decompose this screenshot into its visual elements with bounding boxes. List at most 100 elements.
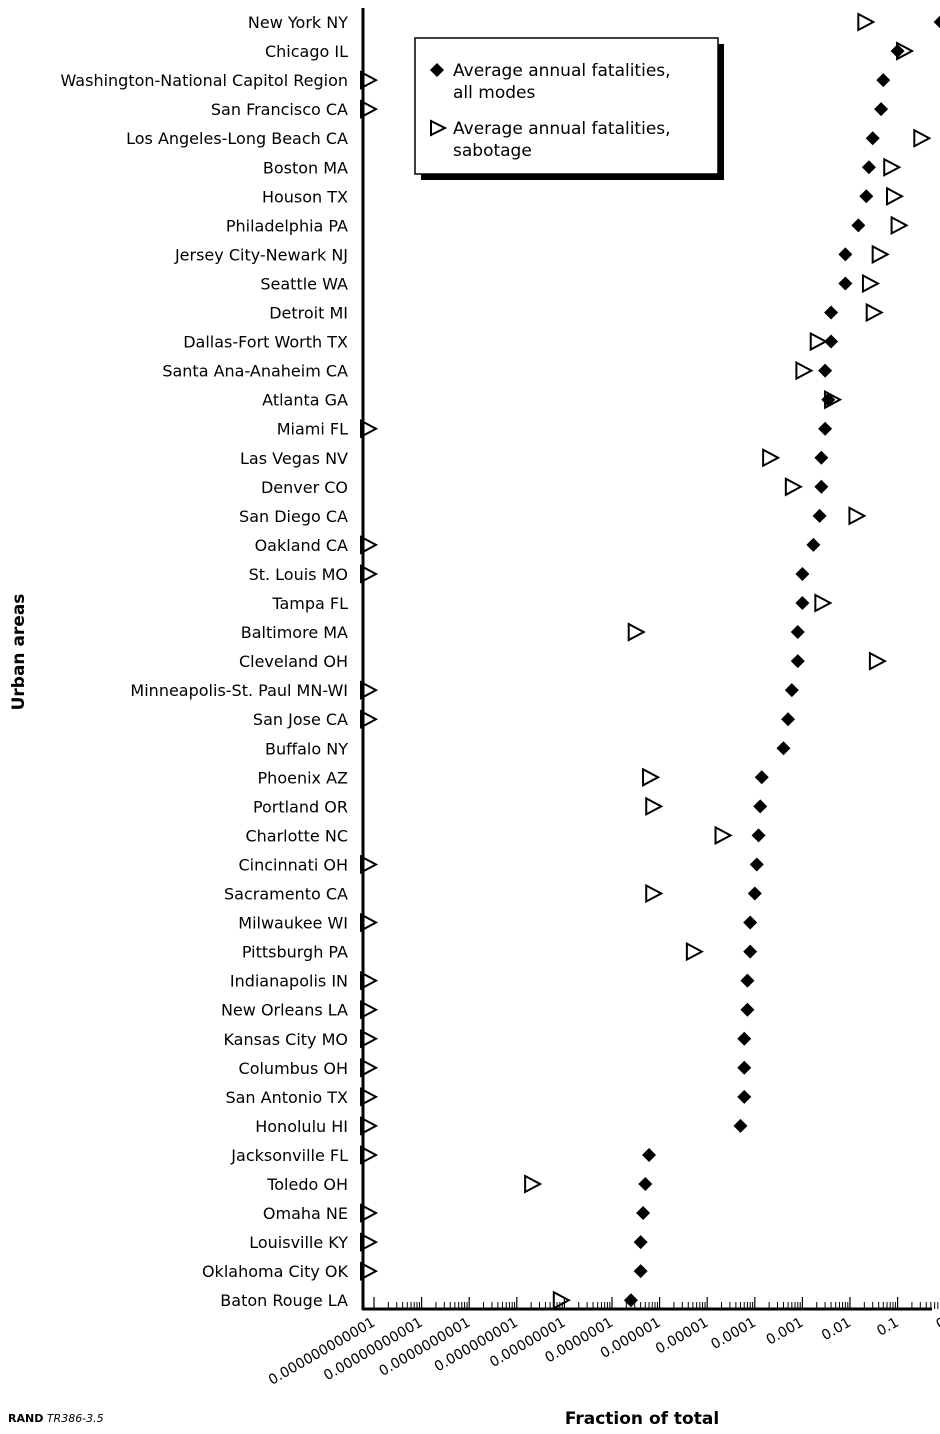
- triangle-marker: [360, 564, 379, 584]
- category-label: Jersey City-Newark NJ: [174, 245, 348, 264]
- x-tick-label: 0.00001: [653, 1315, 711, 1358]
- category-label: Houson TX: [262, 187, 348, 206]
- category-label: Sacramento CA: [224, 885, 348, 904]
- triangle-marker: [360, 535, 379, 555]
- triangle-marker: [360, 1029, 379, 1049]
- diamond-marker: [812, 508, 827, 523]
- category-label: Miami FL: [277, 420, 348, 439]
- category-label: Honolulu HI: [255, 1117, 348, 1136]
- triangle-marker: [360, 709, 379, 729]
- category-label: Cleveland OH: [239, 652, 348, 671]
- diamond-marker: [743, 915, 758, 930]
- diamond-marker: [733, 1118, 748, 1133]
- triangle-marker: [360, 1087, 379, 1107]
- triangle-marker: [784, 477, 803, 497]
- diamond-marker: [754, 770, 769, 785]
- category-label: Minneapolis-St. Paul MN-WI: [130, 681, 348, 700]
- triangle-marker: [885, 186, 905, 206]
- triangle-marker: [524, 1174, 543, 1194]
- triangle-marker: [360, 1145, 379, 1165]
- triangle-marker: [360, 970, 379, 991]
- category-label: Seattle WA: [260, 274, 348, 293]
- triangle-marker: [685, 941, 704, 962]
- triangle-marker: [645, 883, 664, 904]
- category-label: Buffalo NY: [265, 739, 348, 758]
- y-axis-title: Urban areas: [9, 594, 29, 711]
- plot-frame: [361, 8, 932, 1311]
- category-label: Pittsburgh PA: [242, 943, 348, 962]
- diamond-marker: [623, 1293, 638, 1308]
- category-label: Kansas City MO: [223, 1030, 348, 1049]
- triangle-marker: [857, 12, 876, 32]
- triangle-marker: [762, 448, 781, 468]
- data-markers: [360, 12, 940, 1310]
- category-label: Philadelphia PA: [226, 216, 348, 235]
- category-label: Los Angeles-Long Beach CA: [126, 129, 348, 148]
- category-label: Omaha NE: [263, 1204, 348, 1223]
- diamond-marker: [861, 160, 876, 175]
- diamond-marker: [865, 131, 880, 146]
- category-label: Baltimore MA: [241, 623, 348, 642]
- category-label: Louisville KY: [249, 1233, 348, 1252]
- triangle-marker: [861, 273, 881, 294]
- diamond-marker: [814, 479, 829, 494]
- triangle-marker: [814, 593, 833, 613]
- legend: Average annual fatalities, all modes Aver…: [414, 37, 724, 180]
- diamond-marker: [776, 741, 791, 756]
- triangle-marker: [360, 1116, 379, 1136]
- category-label: Phoenix AZ: [258, 768, 349, 787]
- diamond-marker: [851, 218, 866, 233]
- triangle-marker: [552, 1290, 571, 1310]
- x-tick-label: 0.0001: [708, 1315, 758, 1353]
- legend-series-2-label: Average annual fatalities, sabotage: [453, 119, 671, 161]
- x-tick-label: 0.1: [874, 1315, 901, 1340]
- category-label: San Francisco CA: [211, 100, 348, 119]
- category-label: San Jose CA: [253, 710, 348, 729]
- category-label: St. Louis MO: [249, 565, 348, 584]
- diamond-marker: [824, 305, 839, 320]
- triangle-marker: [360, 99, 379, 119]
- diamond-marker: [749, 857, 764, 872]
- diamond-marker: [642, 1147, 657, 1162]
- diamond-marker: [795, 596, 810, 610]
- diamond-marker: [633, 1235, 648, 1250]
- category-label: Las Vegas NV: [240, 449, 348, 468]
- category-label: Portland OR: [253, 797, 348, 816]
- category-label: Baton Rouge LA: [220, 1291, 348, 1310]
- triangle-marker: [360, 419, 379, 439]
- diamond-marker: [790, 654, 805, 669]
- category-label: Boston MA: [263, 158, 348, 177]
- category-label: Columbus OH: [239, 1059, 348, 1078]
- triangle-marker: [890, 215, 909, 236]
- triangle-marker: [848, 506, 867, 526]
- legend-triangle-marker: [430, 119, 448, 137]
- triangle-marker: [360, 1261, 379, 1281]
- legend-diamond-marker: [430, 63, 444, 77]
- x-axis-title: Fraction of total: [565, 1409, 719, 1429]
- diamond-marker: [818, 421, 833, 436]
- diamond-marker: [933, 15, 940, 29]
- triangle-marker: [868, 651, 888, 671]
- triangle-marker: [360, 680, 379, 700]
- diamond-marker: [737, 1060, 752, 1075]
- triangle-marker: [714, 825, 733, 846]
- diamond-marker: [740, 1002, 755, 1017]
- diamond-marker: [740, 973, 755, 988]
- diamond-marker: [814, 450, 829, 465]
- figure-credit: RAND TR386-3.5: [8, 1412, 104, 1425]
- category-label: Jacksonville FL: [230, 1146, 348, 1165]
- diamond-marker: [838, 247, 853, 262]
- diamond-marker: [743, 944, 758, 959]
- category-label: Toledo OH: [266, 1175, 348, 1194]
- diamond-marker: [747, 886, 762, 901]
- diamond-marker: [633, 1264, 648, 1279]
- category-label: New Orleans LA: [221, 1001, 348, 1020]
- x-tick-labels: 0.0000000000010.000000000010.00000000010…: [266, 1315, 940, 1389]
- category-label: Cincinnati OH: [238, 855, 348, 874]
- triangle-marker: [795, 360, 814, 381]
- category-label: Atlanta GA: [262, 391, 348, 410]
- diamond-marker: [638, 1177, 653, 1191]
- triangle-marker: [865, 302, 884, 323]
- triangle-marker: [360, 1203, 379, 1223]
